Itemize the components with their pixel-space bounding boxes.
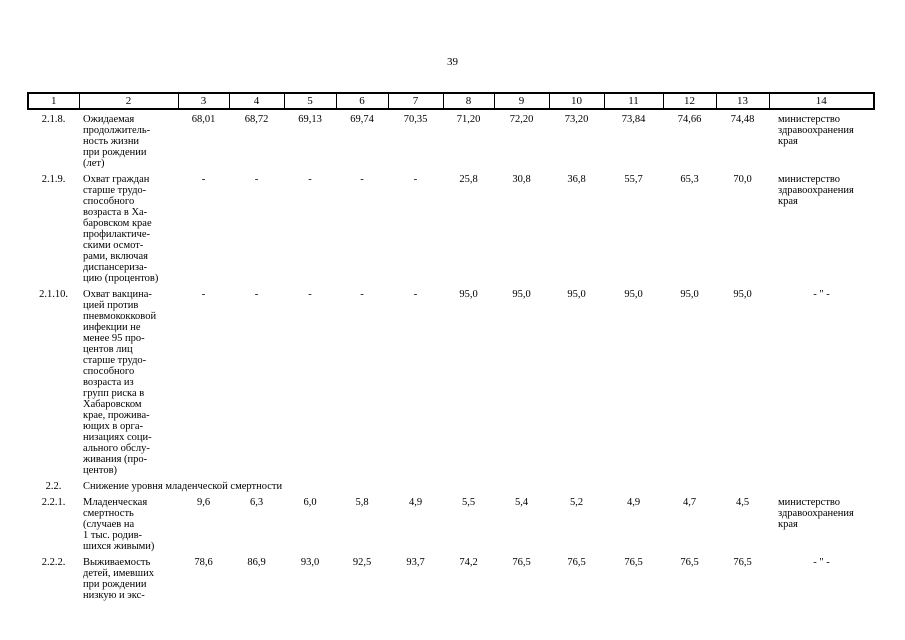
value-cell: 76,5 xyxy=(512,557,531,568)
section-title: Снижение уровня младенческой смертности xyxy=(83,481,283,492)
value-cell: 4,7 xyxy=(682,497,697,508)
row-number: 2.2.1. xyxy=(41,497,66,508)
column-header: 5 xyxy=(283,92,337,110)
value-cell: 72,20 xyxy=(509,114,534,125)
executor-cell: министерство здравоохранения края xyxy=(778,497,854,530)
column-header: 10 xyxy=(548,92,605,110)
indicator-name: Охват граждан старше трудо- способного в… xyxy=(83,174,159,284)
executor-cell: - " - xyxy=(813,557,830,568)
value-cell: - xyxy=(413,174,418,185)
value-cell: 65,3 xyxy=(680,174,699,185)
value-cell: 5,8 xyxy=(355,497,369,508)
indicator-name: Ожидаемая продолжитель- ность жизни при … xyxy=(83,114,151,169)
value-cell: - xyxy=(360,174,364,185)
value-cell: 6,3 xyxy=(249,497,264,508)
value-cell: 5,2 xyxy=(569,497,584,508)
column-header: 7 xyxy=(387,92,444,110)
value-cell: 69,74 xyxy=(350,114,374,125)
value-cell: 95,0 xyxy=(624,289,643,300)
column-header: 8 xyxy=(442,92,495,110)
indicator-name: Выживаемость детей, имевших при рождении… xyxy=(83,557,154,601)
page-number: 39 xyxy=(447,56,458,68)
table-header-row: 1 2 3 4 5 6 7 8 9 10 11 12 13 14 xyxy=(27,92,875,110)
column-header: 6 xyxy=(335,92,389,110)
value-cell: 9,6 xyxy=(196,497,211,508)
value-cell: 4,5 xyxy=(735,497,750,508)
value-cell: 69,13 xyxy=(298,114,322,125)
value-cell: 95,0 xyxy=(567,289,586,300)
executor-cell: - " - xyxy=(813,289,830,300)
column-header: 14 xyxy=(768,92,875,110)
indicator-name: Охват вакцина- цией против пневмококково… xyxy=(83,289,157,476)
value-cell: 76,5 xyxy=(733,557,752,568)
value-cell: 74,66 xyxy=(677,114,702,125)
table-row: 2.1.10. Охват вакцина- цией против пневмо… xyxy=(28,289,874,481)
value-cell: 73,84 xyxy=(621,114,646,125)
table-header: 1 2 3 4 5 6 7 8 9 10 11 12 13 14 xyxy=(27,92,875,110)
indicators-table: 1 2 3 4 5 6 7 8 9 10 11 12 13 14 2.1.8. Ожидаемая прод… xyxy=(27,92,875,606)
value-cell: 68,72 xyxy=(244,114,269,125)
value-cell: 70,35 xyxy=(403,114,428,125)
column-header: 3 xyxy=(177,92,230,110)
value-cell: 93,7 xyxy=(406,557,425,568)
column-header: 13 xyxy=(715,92,770,110)
row-number: 2.2. xyxy=(45,481,62,492)
column-header: 11 xyxy=(603,92,664,110)
table-row: 2.1.9. Охват граждан старше трудо- способ… xyxy=(28,174,874,289)
value-cell: - xyxy=(308,289,312,300)
value-cell: - xyxy=(254,289,259,300)
row-number: 2.2.2. xyxy=(41,557,66,568)
value-cell: 95,0 xyxy=(733,289,752,300)
value-cell: 73,20 xyxy=(564,114,589,125)
value-cell: - xyxy=(308,174,312,185)
value-cell: 95,0 xyxy=(680,289,699,300)
value-cell: 95,0 xyxy=(459,289,478,300)
executor-cell: министерство здравоохранения края xyxy=(778,174,854,207)
executor-cell: министерство здравоохранения края xyxy=(778,114,854,147)
value-cell: 6,0 xyxy=(303,497,317,508)
value-cell: 70,0 xyxy=(733,174,752,185)
value-cell: 92,5 xyxy=(352,557,372,568)
value-cell: 74,2 xyxy=(459,557,478,568)
row-number: 2.1.10. xyxy=(39,289,68,300)
value-cell: 5,4 xyxy=(514,497,529,508)
value-cell: 93,0 xyxy=(300,557,320,568)
value-cell: - xyxy=(201,174,206,185)
row-number: 2.1.8. xyxy=(41,114,66,125)
value-cell: 74,48 xyxy=(730,114,755,125)
table-row: 2.2.2. Выживаемость детей, имевших при ро… xyxy=(28,557,874,606)
value-cell: 76,5 xyxy=(680,557,699,568)
value-cell: 71,20 xyxy=(456,114,481,125)
value-cell: 76,5 xyxy=(624,557,643,568)
table-row: 2.2.1. Младенческая смертность (случаев н… xyxy=(28,497,874,557)
value-cell: - xyxy=(254,174,259,185)
value-cell: - xyxy=(413,289,418,300)
value-cell: 95,0 xyxy=(512,289,531,300)
value-cell: 5,5 xyxy=(461,497,476,508)
column-header: 12 xyxy=(662,92,717,110)
row-number: 2.1.9. xyxy=(41,174,66,185)
table-row: 2.1.8. Ожидаемая продолжитель- ность жизн… xyxy=(28,109,874,174)
column-header: 1 xyxy=(27,92,80,110)
value-cell: 25,8 xyxy=(459,174,478,185)
column-header: 4 xyxy=(228,92,285,110)
column-header: 9 xyxy=(493,92,550,110)
value-cell: 78,6 xyxy=(194,557,213,568)
value-cell: 4,9 xyxy=(626,497,641,508)
value-cell: 55,7 xyxy=(624,174,643,185)
value-cell: 68,01 xyxy=(191,114,216,125)
value-cell: 30,8 xyxy=(512,174,531,185)
value-cell: 36,8 xyxy=(567,174,586,185)
column-header: 2 xyxy=(78,92,179,110)
value-cell: - xyxy=(201,289,206,300)
value-cell: 4,9 xyxy=(408,497,423,508)
section-row: 2.2. Снижение уровня младенческой смертно… xyxy=(28,481,874,497)
value-cell: 86,9 xyxy=(247,557,266,568)
table-body: 2.1.8. Ожидаемая продолжитель- ность жизн… xyxy=(28,109,874,606)
indicator-name: Младенческая смертность (случаев на 1 ты… xyxy=(83,497,155,552)
value-cell: 76,5 xyxy=(567,557,586,568)
value-cell: - xyxy=(360,289,364,300)
